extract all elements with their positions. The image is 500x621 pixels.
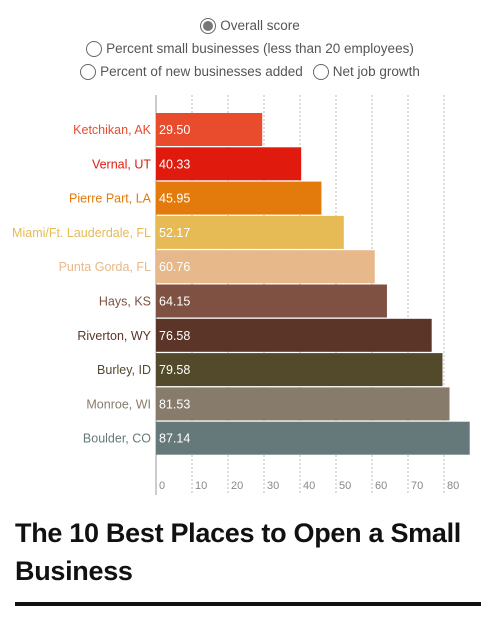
radio-icon[interactable] (312, 63, 329, 80)
bar-value-label: 40.33 (159, 157, 190, 171)
category-label: Ketchikan, AK (73, 123, 151, 137)
bar-value-label: 81.53 (159, 397, 190, 411)
x-tick-label: 50 (339, 480, 351, 492)
option-label: Percent of new businesses added (100, 64, 303, 79)
category-label: Burley, ID (97, 363, 151, 377)
bar (156, 421, 470, 455)
bar-value-label: 29.50 (159, 123, 190, 137)
bar-value-label: 76.58 (159, 329, 190, 343)
bar (156, 181, 322, 215)
bar-value-label: 45.95 (159, 192, 190, 206)
radio-selected-icon[interactable] (200, 17, 217, 34)
category-label: Vernal, UT (92, 157, 151, 171)
x-tick-label: 40 (303, 480, 315, 492)
bar (156, 284, 387, 318)
bar-value-label: 52.17 (159, 226, 190, 240)
option-percent-new-businesses[interactable]: Percent of new businesses added (80, 63, 303, 80)
option-label: Percent small businesses (less than 20 e… (106, 41, 414, 56)
category-label: Hays, KS (99, 295, 151, 309)
bar (156, 147, 302, 181)
category-label: Pierre Part, LA (69, 192, 152, 206)
radio-icon[interactable] (86, 40, 103, 57)
x-tick-label: 80 (447, 480, 459, 492)
option-label: Overall score (220, 18, 300, 33)
bar (156, 215, 344, 249)
category-label: Monroe, WI (86, 397, 151, 411)
metric-selector: Overall score Percent small businesses (… (0, 14, 500, 83)
bar-value-label: 87.14 (159, 432, 190, 446)
category-label: Miami/Ft. Lauderdale, FL (12, 226, 151, 240)
category-label: Boulder, CO (83, 432, 151, 446)
bar-value-label: 60.76 (159, 260, 190, 274)
radio-icon[interactable] (80, 63, 97, 80)
bar (156, 318, 432, 352)
x-tick-label: 70 (411, 480, 423, 492)
option-net-job-growth[interactable]: Net job growth (312, 63, 420, 80)
bar (156, 353, 443, 387)
option-overall-score[interactable]: Overall score (200, 17, 300, 34)
title-underline (15, 602, 481, 606)
bar (156, 387, 450, 421)
bar-value-label: 79.58 (159, 363, 190, 377)
x-tick-label: 20 (231, 480, 243, 492)
bar (156, 113, 263, 146)
x-tick-label: 30 (267, 480, 279, 492)
bar-chart: 0 10 20 30 40 50 60 70 80 29.50 Ketchikan, AK 40.33… (12, 95, 470, 495)
option-label: Net job growth (332, 64, 420, 79)
category-label: Punta Gorda, FL (59, 260, 151, 274)
x-tick-label: 0 (159, 480, 165, 492)
bar-value-label: 64.15 (159, 295, 190, 309)
category-label: Riverton, WY (77, 329, 151, 343)
page-title: The 10 Best Places to Open a Small Busin… (15, 518, 461, 586)
x-tick-label: 10 (195, 480, 207, 492)
x-tick-label: 60 (375, 480, 387, 492)
option-percent-small-businesses[interactable]: Percent small businesses (less than 20 e… (86, 40, 414, 57)
bar (156, 250, 375, 284)
